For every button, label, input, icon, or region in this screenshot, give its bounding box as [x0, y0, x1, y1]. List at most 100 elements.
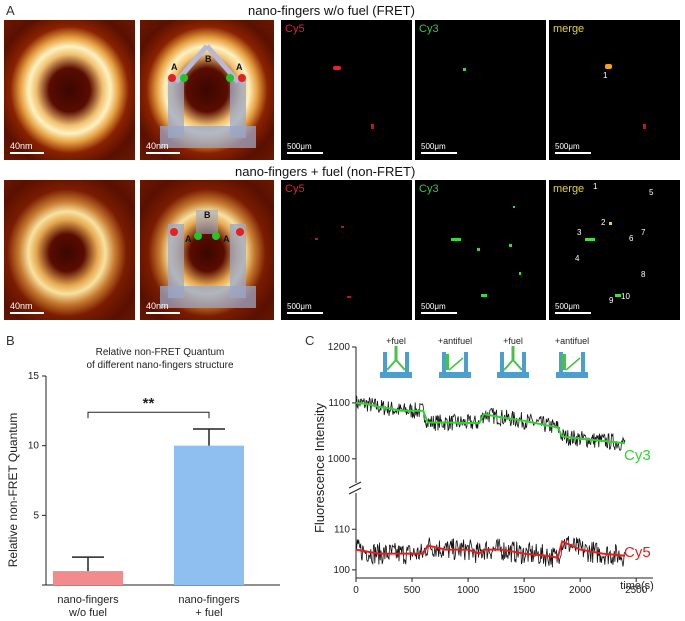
- line-chart-fluorescence: Fluorescence Intensity 10001100120010011…: [312, 336, 654, 596]
- fluorescence-merge-row2: merge 1 2 3 4 5 6 7 8 9 10 500μm: [549, 180, 680, 320]
- scalebar-fluorescence: 500μm: [421, 302, 457, 314]
- x-tick-label: 500: [404, 585, 421, 596]
- y-axis-label: Fluorescence Intensity: [312, 402, 327, 533]
- fluorescence-cy3-row2: Cy3 500μm: [415, 180, 546, 320]
- x-tick-label: 1500: [513, 585, 536, 596]
- scalebar-fluorescence: 500μm: [555, 142, 591, 154]
- channel-label-merge: merge: [553, 23, 585, 35]
- panel-b-letter: B: [6, 333, 15, 348]
- scalebar-afm: 40nm: [10, 301, 44, 314]
- significance-label: **: [143, 395, 155, 412]
- y-tick-label: 1200: [328, 342, 351, 353]
- nanostructure-icon-base: [380, 372, 412, 378]
- event-label: +antifuel: [555, 336, 589, 346]
- label-a-right: A: [223, 234, 230, 244]
- bar-2: [174, 445, 244, 585]
- event-label: +antifuel: [438, 336, 472, 346]
- channel-label-cy3: Cy3: [419, 23, 439, 35]
- channel-label-cy5: Cy5: [285, 183, 305, 195]
- nanostructure-icon-arm: [464, 352, 468, 374]
- series-label-cy5: Cy5: [624, 544, 651, 561]
- merge-spot-label: 2: [601, 218, 606, 227]
- chart-title-line1: Relative non-FRET Quantum: [96, 347, 225, 358]
- series-line-cy3: [355, 401, 626, 445]
- merge-spot-label: 3: [577, 228, 582, 237]
- antifuel-strand: [448, 357, 464, 371]
- fuel-strand: [503, 359, 514, 371]
- label-a-left: A: [185, 234, 192, 244]
- scalebar-fluorescence: 500μm: [287, 142, 323, 154]
- merge-spot-label: 10: [621, 292, 630, 301]
- merge-spot-label: 1: [593, 182, 598, 191]
- afm-image-row1-raw: 40nm: [4, 20, 135, 160]
- afm-image-row2-raw: 40nm: [4, 180, 135, 320]
- y-tick-label: 1000: [328, 454, 351, 465]
- fluorescence-cy5-row1: Cy5 500μm: [281, 20, 412, 160]
- row1-title: nano-fingers w/o fuel (FRET): [248, 3, 415, 18]
- afm-image-row2-schematic: A B A 40nm: [140, 180, 274, 320]
- x-axis-label: time(s): [620, 580, 654, 592]
- scalebar-fluorescence: 500μm: [287, 302, 323, 314]
- nanostructure-icon-base: [556, 372, 588, 378]
- nanostructure-icon-base: [439, 372, 471, 378]
- afm-image-row1-schematic: A B A 40nm: [140, 20, 274, 160]
- x-tick-label: 2000: [569, 585, 592, 596]
- bar-chart-relative-quantum: Relative non-FRET Quantum of different n…: [6, 347, 280, 619]
- antifuel-strand: [445, 354, 449, 370]
- series-line-cy5: [355, 540, 626, 559]
- nanostructure-icon-arm: [442, 352, 446, 374]
- chart-title-line2: of different nano-fingers structure: [86, 360, 234, 371]
- merge-spot-label: 7: [641, 228, 646, 237]
- scalebar-afm: 40nm: [10, 141, 44, 154]
- y-axis-label: Relative non-FRET Quantum: [6, 413, 20, 568]
- label-a-right: A: [236, 62, 243, 72]
- nanostructure-icon-arm: [405, 352, 409, 374]
- nanostructure-icon-arm: [522, 352, 526, 374]
- x-tick-label: 1000: [457, 585, 480, 596]
- fuel-strand: [512, 359, 523, 371]
- label-b: B: [204, 210, 211, 220]
- raw-trace-cy3: [355, 395, 626, 451]
- nanostructure-schematic-closed: A B A: [160, 44, 256, 148]
- scalebar-afm: 40nm: [146, 141, 180, 154]
- y-tick-label: 1100: [328, 398, 350, 409]
- antifuel-strand: [562, 354, 566, 370]
- x-category-label-1a: nano-fingers: [57, 594, 119, 606]
- y-tick-label: 15: [28, 371, 40, 382]
- merge-spot-label: 4: [575, 254, 580, 263]
- nanostructure-icon-arm: [559, 352, 563, 374]
- fuel-strand: [394, 346, 398, 360]
- series-label-cy3: Cy3: [624, 447, 651, 464]
- fluorescence-cy5-row2: Cy5 500μm: [281, 180, 412, 320]
- scalebar-afm: 40nm: [146, 301, 180, 314]
- scalebar-fluorescence: 500μm: [555, 302, 591, 314]
- merge-spot-label: 8: [641, 270, 646, 279]
- raw-trace-cy5: [355, 536, 626, 568]
- y-tick-label: 5: [33, 510, 39, 521]
- bar-1: [53, 571, 123, 585]
- y-tick-label: 10: [28, 441, 40, 452]
- y-tick-label: 110: [334, 524, 350, 535]
- panel-a-letter: A: [6, 3, 15, 18]
- x-category-label-2b: + fuel: [195, 607, 222, 619]
- nanostructure-schematic-open: A B A: [160, 210, 256, 308]
- row2-title: nano-fingers + fuel (non-FRET): [235, 164, 416, 179]
- x-category-label-1b: w/o fuel: [68, 607, 107, 619]
- x-tick-label: 0: [353, 585, 359, 596]
- fuel-strand: [386, 359, 397, 371]
- event-label: +fuel: [503, 336, 523, 346]
- merge-spot-label: 5: [649, 188, 654, 197]
- x-tick-label: 2500: [625, 585, 648, 596]
- fuel-strand: [511, 346, 515, 360]
- label-a-left: A: [171, 62, 178, 72]
- fluorescence-cy3-row1: Cy3 500μm: [415, 20, 546, 160]
- channel-label-merge: merge: [553, 183, 585, 195]
- axis-break: [348, 487, 362, 495]
- panel-c-letter: C: [305, 333, 315, 348]
- fluorescence-merge-row1: merge 1 500μm: [549, 20, 680, 160]
- x-category-label-2a: nano-fingers: [178, 594, 240, 606]
- axis-break: [348, 481, 362, 489]
- channel-label-cy3: Cy3: [419, 183, 439, 195]
- significance-bracket: [87, 411, 210, 419]
- merge-spot-label: 1: [603, 71, 608, 80]
